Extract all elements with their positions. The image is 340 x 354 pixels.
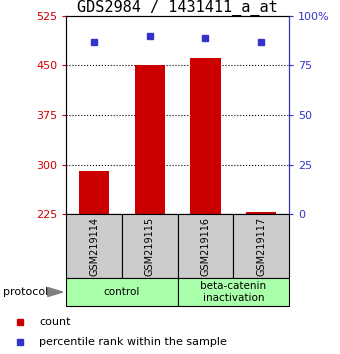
Text: GSM219115: GSM219115 [145,216,155,276]
Bar [246,212,276,214]
Text: GSM219117: GSM219117 [256,216,266,276]
Bar [79,171,109,214]
Text: control: control [104,287,140,297]
Bar [178,214,233,278]
Title: GDS2984 / 1431411_a_at: GDS2984 / 1431411_a_at [77,0,278,16]
Text: protocol: protocol [3,287,49,297]
Text: percentile rank within the sample: percentile rank within the sample [39,337,227,347]
Bar [66,278,178,306]
Bar [135,65,165,214]
Polygon shape [48,287,63,297]
Bar [178,278,289,306]
Bar [190,58,221,214]
Text: count: count [39,318,71,327]
Text: GSM219116: GSM219116 [201,217,210,275]
Bar [122,214,178,278]
Text: GSM219114: GSM219114 [89,217,99,275]
Bar [66,214,122,278]
Bar [233,214,289,278]
Text: beta-catenin
inactivation: beta-catenin inactivation [200,281,266,303]
